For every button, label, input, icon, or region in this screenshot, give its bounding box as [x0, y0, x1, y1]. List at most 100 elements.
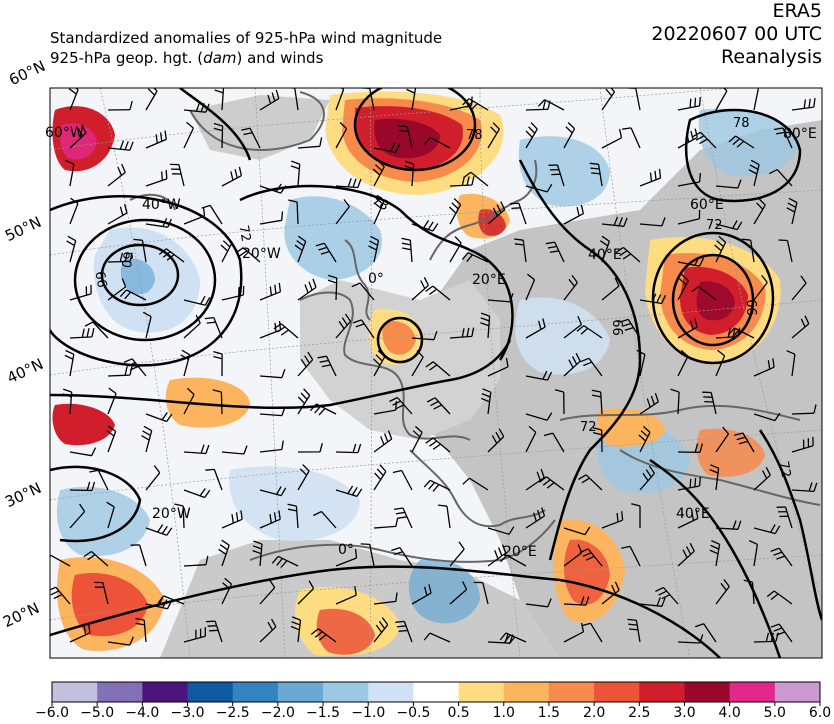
anomaly-negative: [284, 196, 382, 280]
wind-barb: [753, 274, 768, 301]
height-contour: [649, 458, 782, 658]
wind-barb: [180, 349, 191, 377]
wind-barb: [601, 216, 628, 227]
wind-barb: [221, 166, 243, 187]
colorbar-swatch: [594, 682, 640, 702]
wind-barb: [241, 127, 261, 149]
colorbar-swatch: [458, 682, 505, 702]
wind-barb: [554, 389, 565, 415]
wind-barb: [791, 404, 817, 415]
height-contour: [73, 218, 217, 342]
wind-barb: [727, 327, 755, 339]
wind-barb: [769, 169, 793, 187]
height-contour: [651, 231, 775, 365]
wind-barb: [395, 620, 413, 643]
grid-label: 20°E: [503, 544, 537, 560]
grid-label: 20°E: [472, 272, 506, 288]
wind-barb: [212, 389, 223, 415]
wind-barb: [639, 217, 666, 227]
wind-barb: [69, 503, 86, 529]
wind-barb: [449, 176, 475, 187]
wind-barb: [509, 202, 527, 225]
wind-barb: [107, 278, 127, 301]
wind-barb: [563, 315, 582, 339]
anomaly-positive: [165, 377, 250, 428]
anomaly-positive: [696, 281, 735, 321]
anomaly-negative: [518, 136, 610, 207]
colorbar-swatch: [187, 682, 234, 702]
colorbar-swatch: [413, 682, 460, 702]
wind-barb: [183, 295, 211, 306]
wind-barb: [214, 88, 225, 111]
wind-barb: [411, 350, 424, 377]
wind-barb: [462, 477, 489, 491]
colorbar-swatch: [277, 682, 324, 702]
product-label: Reanalysis: [721, 46, 822, 68]
map-field: [50, 88, 822, 658]
wind-barb: [786, 197, 798, 225]
meridian-line: [699, 88, 822, 601]
wind-barb: [183, 444, 210, 455]
colorbar-tick-label: 1.5: [537, 705, 561, 721]
colorbar-tick-label: −1.0: [351, 705, 386, 721]
wind-barb: [259, 89, 280, 111]
wind-barb: [773, 127, 793, 149]
wind-barb: [252, 540, 263, 567]
wind-barb: [411, 425, 423, 453]
wind-barb: [201, 204, 223, 225]
wind-barb: [259, 510, 281, 529]
wind-barb: [487, 201, 506, 225]
anomaly-negative: [120, 258, 155, 295]
colorbar-tick-label: 4.0: [718, 705, 741, 721]
wind-barb: [368, 235, 380, 263]
wind-barb: [563, 596, 590, 606]
wind-barb: [335, 485, 363, 498]
wind-barb: [548, 164, 565, 187]
wind-barb: [487, 293, 514, 303]
wind-barb: [636, 349, 646, 377]
wind-barb: [107, 636, 134, 646]
colorbar-tick-label: 3.0: [673, 705, 696, 721]
wind-barb: [68, 88, 79, 111]
wind-barb: [670, 388, 680, 415]
meridian-line: [369, 88, 372, 658]
colorbar-swatch: [97, 682, 143, 702]
wind-barb: [309, 403, 337, 416]
wind-barb: [639, 597, 666, 607]
height-contour: [518, 159, 642, 561]
parallel-line: [50, 299, 822, 376]
wind-barb: [158, 248, 185, 263]
colorbar-swatch: [232, 682, 279, 702]
wind-barb: [709, 464, 720, 491]
wind-barb: [310, 628, 337, 643]
wind-barb: [335, 199, 350, 225]
colorbar-tick-label: −2.0: [260, 705, 295, 721]
wind-barb: [499, 632, 527, 645]
wind-barb: [677, 634, 704, 644]
title-line-2-unit: dam: [203, 49, 237, 67]
wind-barb: [373, 197, 384, 225]
title-line-2-suffix: ) and winds: [236, 49, 324, 67]
wind-barb: [563, 622, 585, 643]
wind-barb: [423, 479, 451, 492]
wind-barb: [734, 432, 755, 453]
wind-barb: [406, 88, 417, 111]
grid-label: 20°W: [242, 246, 281, 262]
wind-barb: [107, 204, 128, 225]
wind-barb: [411, 277, 429, 301]
wind-barb: [50, 554, 71, 567]
wind-barb: [770, 547, 793, 567]
wind-barb: [514, 238, 527, 263]
wind-barb: [64, 349, 75, 377]
wind-barb: [69, 197, 79, 225]
wind-barb: [776, 506, 793, 529]
wind-barb: [743, 579, 755, 605]
wind-barb: [294, 235, 307, 263]
wind-barb: [638, 425, 651, 453]
title-line-2: 925-hPa geop. hgt. (dam) and winds: [50, 48, 442, 68]
wind-barb: [183, 555, 209, 567]
wind-barb: [677, 209, 701, 225]
wind-barb: [791, 482, 818, 493]
wind-barb: [715, 349, 726, 377]
